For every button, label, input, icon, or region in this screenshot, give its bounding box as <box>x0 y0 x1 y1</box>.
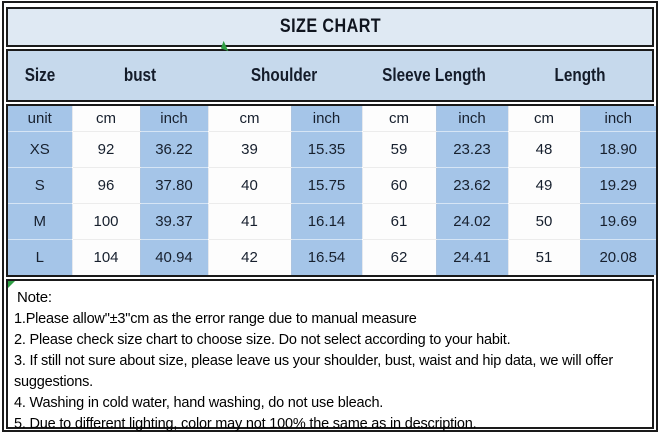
value-cell: 42 <box>207 239 292 275</box>
column-header-row: Size bust Shoulder Sleeve Length Length <box>6 49 654 102</box>
value-cell: 104 <box>71 239 141 275</box>
notes-heading: Note: <box>17 289 52 306</box>
value-cell: 40.94 <box>140 239 208 275</box>
value-cell: 62 <box>361 239 437 275</box>
value-cell: 15.75 <box>291 167 362 204</box>
value-cell: 24.02 <box>436 203 508 240</box>
size-table: unit cm inch cm inch cm inch cm inch XS … <box>8 106 656 275</box>
unit-label-cell: unit <box>8 106 72 132</box>
table-row-m: M 100 39.37 41 16.14 61 24.02 50 19.69 <box>8 203 656 240</box>
unit-cell: inch <box>140 106 208 132</box>
size-cell: L <box>8 239 72 275</box>
value-cell: 39.37 <box>140 203 208 240</box>
title-bar: SIZE CHART <box>6 7 654 47</box>
value-cell: 24.41 <box>436 239 508 275</box>
header-length: Length <box>554 65 605 85</box>
unit-cell: cm <box>207 106 292 132</box>
unit-cell: cm <box>507 106 581 132</box>
note-line-4: 4. Washing in cold water, hand washing, … <box>14 395 384 411</box>
value-cell: 18.90 <box>580 131 656 168</box>
size-table-container: unit cm inch cm inch cm inch cm inch XS … <box>6 104 656 277</box>
note-line-2: 2. Please check size chart to choose siz… <box>14 332 511 348</box>
unit-cell: cm <box>361 106 437 132</box>
value-cell: 48 <box>507 131 581 168</box>
value-cell: 92 <box>71 131 141 168</box>
value-cell: 49 <box>507 167 581 204</box>
value-cell: 36.22 <box>140 131 208 168</box>
note-line-5: 5. Due to different lighting, color may … <box>14 416 477 432</box>
value-cell: 61 <box>361 203 437 240</box>
size-cell: S <box>8 167 72 204</box>
notes-section: Note: 1.Please allow"±3"cm as the error … <box>6 279 654 432</box>
value-cell: 50 <box>507 203 581 240</box>
unit-cell: inch <box>436 106 508 132</box>
value-cell: 15.35 <box>291 131 362 168</box>
header-size: Size <box>24 65 56 85</box>
value-cell: 59 <box>361 131 437 168</box>
note-line-3: 3. If still not sure about size, please … <box>14 353 613 390</box>
unit-cell: cm <box>71 106 141 132</box>
value-cell: 41 <box>207 203 292 240</box>
header-sleeve-length: Sleeve Length <box>382 65 486 85</box>
value-cell: 23.62 <box>436 167 508 204</box>
value-cell: 16.54 <box>291 239 362 275</box>
value-cell: 23.23 <box>436 131 508 168</box>
value-cell: 20.08 <box>580 239 656 275</box>
value-cell: 60 <box>361 167 437 204</box>
value-cell: 100 <box>71 203 141 240</box>
green-corner-marker-icon <box>8 281 15 288</box>
unit-row: unit cm inch cm inch cm inch cm inch <box>8 106 656 132</box>
page-title: SIZE CHART <box>279 16 381 37</box>
table-row-l: L 104 40.94 42 16.54 62 24.41 51 20.08 <box>8 239 656 275</box>
size-cell: M <box>8 203 72 240</box>
value-cell: 16.14 <box>291 203 362 240</box>
table-row-xs: XS 92 36.22 39 15.35 59 23.23 48 18.90 <box>8 131 656 168</box>
value-cell: 40 <box>207 167 292 204</box>
size-cell: XS <box>8 131 72 168</box>
header-shoulder: Shoulder <box>250 65 318 85</box>
value-cell: 51 <box>507 239 581 275</box>
table-row-s: S 96 37.80 40 15.75 60 23.62 49 19.29 <box>8 167 656 204</box>
value-cell: 19.29 <box>580 167 656 204</box>
value-cell: 37.80 <box>140 167 208 204</box>
value-cell: 39 <box>207 131 292 168</box>
header-bust: bust <box>123 65 156 85</box>
unit-cell: inch <box>291 106 362 132</box>
unit-cell: inch <box>580 106 656 132</box>
note-line-1: 1.Please allow"±3"cm as the error range … <box>14 311 417 327</box>
value-cell: 19.69 <box>580 203 656 240</box>
value-cell: 96 <box>71 167 141 204</box>
